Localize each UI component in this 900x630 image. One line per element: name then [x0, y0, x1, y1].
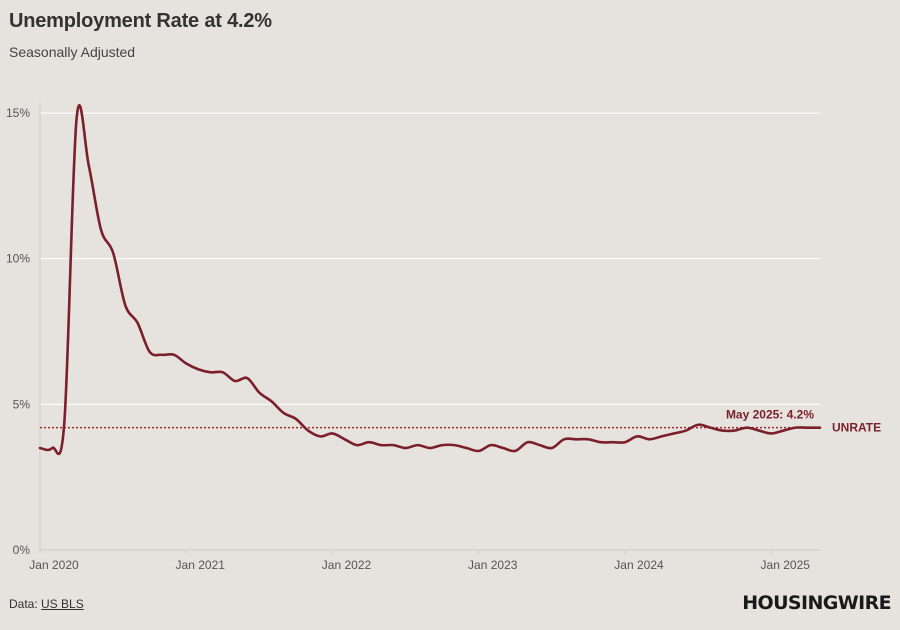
x-tick-label: Jan 2024	[614, 558, 664, 572]
data-source: Data: US BLS	[9, 597, 84, 611]
grid-layer	[40, 112, 820, 405]
y-tick-label: 0%	[13, 543, 31, 557]
y-tick-label: 5%	[13, 397, 31, 411]
y-tick-label: 10%	[6, 252, 30, 266]
label-layer: May 2025: 4.2% UNRATE	[726, 408, 881, 435]
x-tick-label: Jan 2022	[322, 558, 372, 572]
x-tick-label: Jan 2025	[761, 558, 811, 572]
series-line-unrate	[38, 104, 822, 456]
source-link[interactable]: US BLS	[41, 597, 84, 611]
series-end-label: UNRATE	[832, 421, 881, 435]
axis-layer: 0% 5% 10% 15% Jan 2020 Jan 2021 Jan 2022 Jan 20…	[6, 103, 820, 572]
reference-label: May 2025: 4.2%	[726, 408, 814, 422]
chart-subtitle: Seasonally Adjusted	[9, 44, 136, 60]
x-tick-label: Jan 2021	[176, 558, 226, 572]
chart-title: Unemployment Rate at 4.2%	[9, 10, 272, 32]
line-layer	[38, 104, 822, 456]
source-prefix: Data:	[9, 597, 42, 611]
x-tick-label: Jan 2023	[468, 558, 518, 572]
housingwire-logo: HOUSINGWIRE	[742, 592, 891, 614]
x-tick-label: Jan 2020	[29, 558, 79, 572]
y-tick-label: 15%	[6, 106, 30, 120]
